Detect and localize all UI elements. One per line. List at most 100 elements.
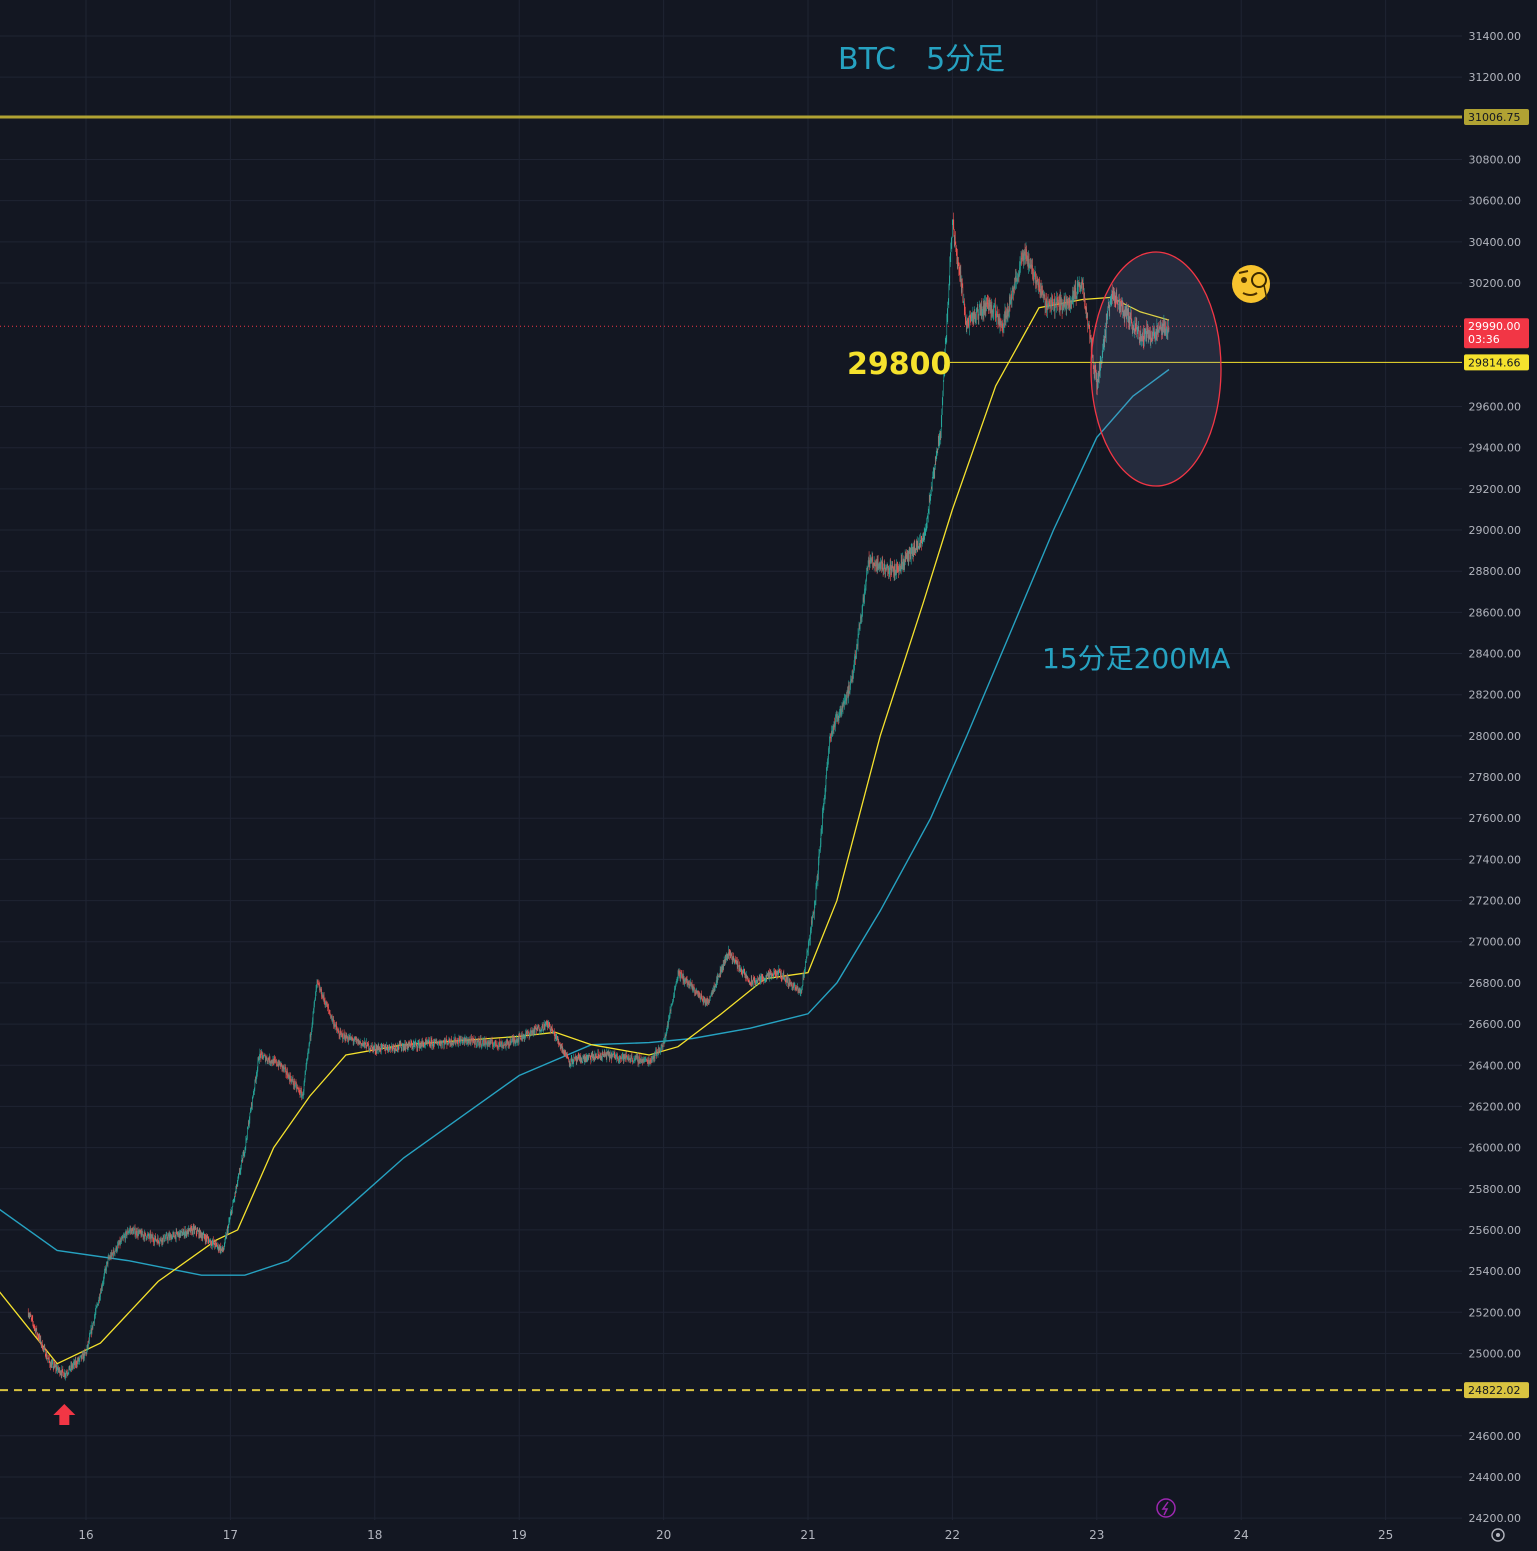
candle-body xyxy=(350,1037,351,1040)
candle-body xyxy=(112,1252,113,1254)
candle-body xyxy=(51,1363,52,1368)
candle-body xyxy=(683,974,684,981)
candle-body xyxy=(989,307,990,310)
candle-body xyxy=(401,1043,402,1046)
y-tick-label: 29600.00 xyxy=(1469,401,1522,414)
candle-body xyxy=(335,1024,336,1026)
candle-body xyxy=(533,1030,534,1034)
candle-body xyxy=(709,1000,710,1001)
candle-body xyxy=(211,1244,212,1245)
candle-body xyxy=(482,1041,483,1044)
candle-body xyxy=(500,1045,501,1046)
candle-body xyxy=(93,1322,94,1324)
candle-body xyxy=(267,1060,268,1061)
candle-body xyxy=(57,1367,58,1370)
candle-body xyxy=(860,623,861,629)
candle-body xyxy=(656,1050,657,1055)
candle-body xyxy=(530,1033,531,1034)
candle-body xyxy=(974,320,975,324)
candle-body xyxy=(757,979,758,982)
current-price-tag-label: 29990.00 xyxy=(1468,320,1521,333)
candle-body xyxy=(668,1024,669,1025)
candle-body xyxy=(968,320,969,323)
candle-body xyxy=(380,1047,381,1050)
candle-body xyxy=(306,1062,307,1066)
candle-body xyxy=(520,1038,521,1040)
candle-body xyxy=(767,973,768,976)
candle-body xyxy=(683,976,684,980)
candle-body xyxy=(829,737,830,748)
candle-body xyxy=(269,1060,270,1062)
candle-body xyxy=(717,977,718,981)
candle-body xyxy=(744,971,745,975)
candle-body xyxy=(259,1059,260,1061)
candle-body xyxy=(595,1054,596,1058)
candle-body xyxy=(401,1043,402,1050)
candle-body xyxy=(817,880,818,881)
candle-body xyxy=(1086,308,1087,313)
candle-body xyxy=(351,1036,352,1039)
candle-body xyxy=(225,1238,226,1240)
candle-body xyxy=(29,1316,30,1317)
candle-body xyxy=(314,1005,315,1009)
candle-body xyxy=(1066,299,1067,308)
candle-body xyxy=(899,566,900,571)
candle-body xyxy=(562,1047,563,1052)
candle-body xyxy=(800,988,801,993)
candle-body xyxy=(452,1043,453,1045)
candle-body xyxy=(167,1235,168,1239)
candle-body xyxy=(500,1042,501,1046)
candle-body xyxy=(1090,337,1091,339)
candle-body xyxy=(420,1045,421,1048)
candle-body xyxy=(1042,291,1043,293)
candle-body xyxy=(722,966,723,970)
candle-body xyxy=(78,1358,79,1362)
candle-body xyxy=(337,1029,338,1031)
candle-body xyxy=(615,1058,616,1059)
candle-body xyxy=(404,1047,405,1050)
candle-body xyxy=(263,1058,264,1059)
candle-body xyxy=(546,1022,547,1024)
candle-body xyxy=(77,1361,78,1365)
candle-body xyxy=(1067,303,1068,304)
candle-body xyxy=(141,1233,142,1237)
candle-body xyxy=(1033,271,1034,277)
candle-body xyxy=(582,1060,583,1063)
candle-body xyxy=(585,1058,586,1061)
x-tick-label: 25 xyxy=(1378,1528,1393,1542)
candle-body xyxy=(414,1044,415,1045)
candle-body xyxy=(474,1042,475,1044)
candle-body xyxy=(719,976,720,977)
candle-body xyxy=(261,1054,262,1057)
candle-body xyxy=(161,1241,162,1243)
candle-body xyxy=(65,1375,66,1376)
candle-body xyxy=(1010,297,1011,304)
candle-body xyxy=(570,1059,571,1064)
candle-body xyxy=(626,1055,627,1058)
candle-body xyxy=(356,1039,357,1040)
candle-body xyxy=(238,1176,239,1178)
candle-body xyxy=(914,545,915,552)
candle-body xyxy=(640,1060,641,1063)
candle-body xyxy=(1083,286,1084,297)
candle-body xyxy=(862,604,863,611)
candle-body xyxy=(810,939,811,940)
candle-body xyxy=(890,565,891,567)
candle-body xyxy=(866,574,867,579)
candle-body xyxy=(711,992,712,993)
candle-body xyxy=(743,972,744,973)
candle-body xyxy=(612,1055,613,1059)
candle-body xyxy=(1057,298,1058,300)
candle-body xyxy=(122,1237,123,1238)
candle-body xyxy=(153,1237,154,1240)
candle-body xyxy=(1062,305,1063,311)
candle-body xyxy=(806,959,807,963)
candle-body xyxy=(755,980,756,984)
candle-body xyxy=(832,731,833,734)
candle-body xyxy=(902,563,903,564)
candle-body xyxy=(275,1059,276,1060)
candle-body xyxy=(625,1056,626,1058)
candle-body xyxy=(375,1051,376,1052)
candle-body xyxy=(293,1083,294,1085)
